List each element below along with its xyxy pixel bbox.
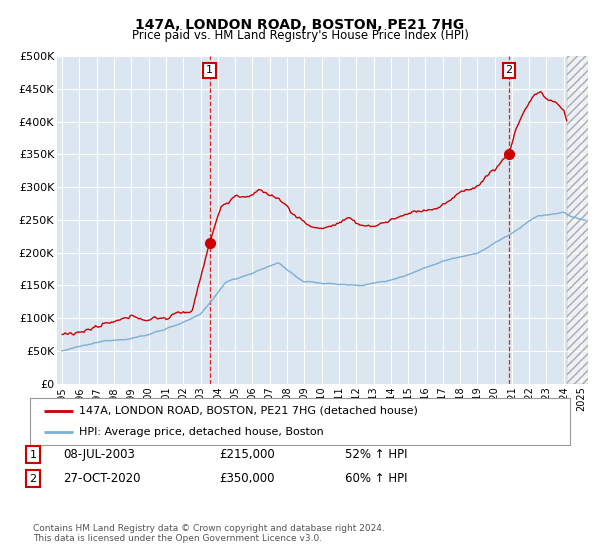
Text: 52% ↑ HPI: 52% ↑ HPI — [345, 448, 407, 461]
Text: £215,000: £215,000 — [219, 448, 275, 461]
Text: 2: 2 — [29, 474, 37, 484]
Text: 147A, LONDON ROAD, BOSTON, PE21 7HG (detached house): 147A, LONDON ROAD, BOSTON, PE21 7HG (det… — [79, 406, 418, 416]
Text: HPI: Average price, detached house, Boston: HPI: Average price, detached house, Bost… — [79, 427, 323, 437]
Text: 27-OCT-2020: 27-OCT-2020 — [63, 472, 140, 486]
Text: 08-JUL-2003: 08-JUL-2003 — [63, 448, 135, 461]
Text: 60% ↑ HPI: 60% ↑ HPI — [345, 472, 407, 486]
Text: 2: 2 — [505, 66, 512, 76]
Text: 1: 1 — [29, 450, 37, 460]
Bar — [567, 56, 590, 384]
Text: Price paid vs. HM Land Registry's House Price Index (HPI): Price paid vs. HM Land Registry's House … — [131, 29, 469, 42]
Text: Contains HM Land Registry data © Crown copyright and database right 2024.
This d: Contains HM Land Registry data © Crown c… — [33, 524, 385, 543]
Text: £350,000: £350,000 — [219, 472, 275, 486]
Text: 147A, LONDON ROAD, BOSTON, PE21 7HG: 147A, LONDON ROAD, BOSTON, PE21 7HG — [136, 18, 464, 32]
Bar — [567, 56, 590, 384]
Text: 1: 1 — [206, 66, 213, 76]
